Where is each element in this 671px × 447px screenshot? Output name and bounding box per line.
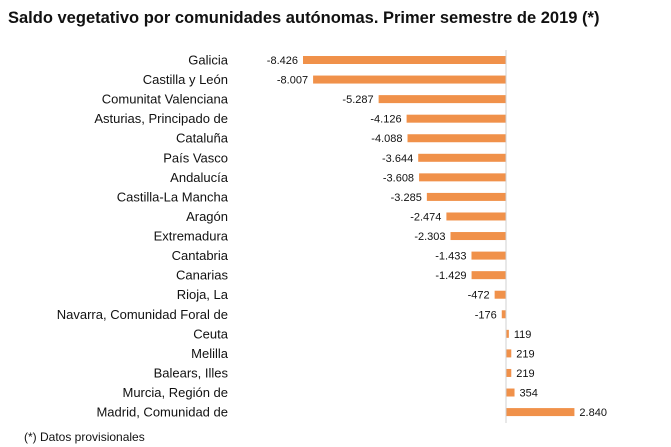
data-label: 354 [520, 388, 538, 400]
category-label: Navarra, Comunidad Foral de [57, 307, 228, 322]
bar [418, 153, 506, 162]
category-label: Murcia, Región de [123, 385, 229, 400]
data-label: -1.429 [435, 270, 466, 282]
data-label: -4.088 [371, 133, 402, 145]
category-label: Ceuta [193, 326, 228, 341]
data-label: -3.285 [391, 192, 422, 204]
bar [471, 251, 506, 260]
category-label: Comunitat Valenciana [102, 92, 229, 107]
bar [506, 368, 512, 377]
category-label: Balears, Illes [154, 365, 229, 380]
bar [446, 212, 506, 221]
data-label: 219 [516, 368, 534, 380]
bar [378, 95, 506, 104]
data-label: -3.608 [383, 172, 414, 184]
data-label: -472 [468, 290, 490, 302]
category-label: Andalucía [170, 170, 229, 185]
data-label: -2.303 [414, 231, 445, 243]
data-label: -8.426 [267, 55, 298, 67]
bar [426, 192, 506, 201]
bar [506, 408, 575, 417]
data-label: 119 [514, 329, 532, 341]
data-label: -1.433 [435, 251, 466, 263]
data-label: -4.126 [370, 114, 401, 126]
bar [506, 388, 515, 397]
category-label: Madrid, Comunidad de [96, 405, 228, 420]
data-label: -3.644 [382, 153, 413, 165]
bar [406, 114, 506, 123]
data-label: -8.007 [277, 75, 308, 87]
data-label: -5.287 [342, 94, 373, 106]
category-label: Cantabria [172, 248, 229, 263]
bar [471, 271, 506, 280]
category-label: Extremadura [154, 229, 229, 244]
category-label: Melilla [191, 346, 229, 361]
data-label: 219 [516, 348, 534, 360]
bar [303, 56, 506, 64]
bar [506, 349, 512, 358]
bar [506, 329, 509, 338]
chart-title: Saldo vegetativo por comunidades autónom… [8, 9, 600, 27]
category-label: Galicia [188, 53, 229, 68]
bar [313, 75, 506, 84]
category-label: Rioja, La [177, 287, 229, 302]
category-label: País Vasco [163, 150, 228, 165]
footnote: (*) Datos provisionales [24, 430, 145, 444]
bar [450, 232, 506, 241]
bar [419, 173, 506, 182]
category-label: Castilla y León [143, 72, 228, 87]
category-label: Canarias [176, 268, 229, 283]
bar [501, 310, 506, 319]
category-label: Aragón [186, 209, 228, 224]
category-label: Cataluña [176, 131, 229, 146]
data-label: 2.840 [579, 407, 607, 419]
category-label: Asturias, Principado de [94, 111, 228, 126]
data-label: -2.474 [410, 211, 441, 223]
data-label: -176 [475, 309, 497, 321]
bar [407, 134, 506, 143]
bar [494, 290, 506, 299]
category-label: Castilla-La Mancha [117, 189, 229, 204]
